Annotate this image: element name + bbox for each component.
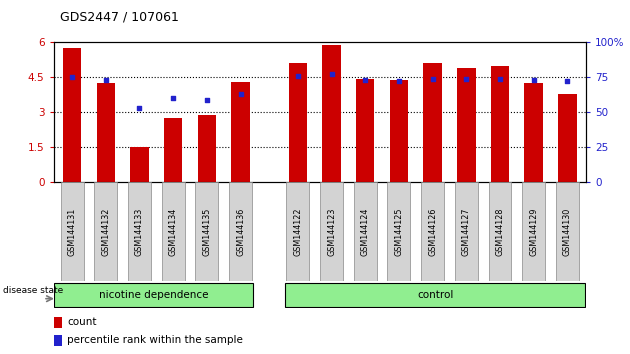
Point: [326, 71, 336, 77]
FancyBboxPatch shape: [354, 182, 377, 281]
Bar: [423, 63, 442, 182]
FancyBboxPatch shape: [387, 182, 410, 281]
Bar: [231, 82, 250, 182]
Bar: [54, 317, 62, 328]
Text: GSM144125: GSM144125: [394, 207, 403, 256]
Text: GSM144132: GSM144132: [101, 208, 110, 256]
Text: GSM144136: GSM144136: [236, 208, 245, 256]
Text: GSM144123: GSM144123: [327, 208, 336, 256]
Bar: [130, 147, 149, 182]
Bar: [356, 79, 374, 182]
Point: [360, 77, 370, 82]
Text: GSM144128: GSM144128: [495, 208, 505, 256]
FancyBboxPatch shape: [285, 283, 585, 307]
FancyBboxPatch shape: [94, 182, 117, 281]
Text: count: count: [67, 318, 97, 327]
Text: disease state: disease state: [3, 286, 63, 295]
FancyBboxPatch shape: [287, 182, 309, 281]
Text: GSM144134: GSM144134: [169, 208, 178, 256]
Bar: [491, 66, 509, 182]
FancyBboxPatch shape: [320, 182, 343, 281]
Bar: [389, 80, 408, 182]
Point: [461, 76, 471, 81]
Text: control: control: [417, 290, 454, 300]
Bar: [63, 48, 81, 182]
Point: [428, 76, 438, 81]
FancyBboxPatch shape: [522, 182, 545, 281]
FancyBboxPatch shape: [488, 182, 512, 281]
FancyBboxPatch shape: [455, 182, 478, 281]
FancyBboxPatch shape: [556, 182, 579, 281]
Text: nicotine dependence: nicotine dependence: [99, 290, 209, 300]
Point: [495, 76, 505, 81]
FancyBboxPatch shape: [54, 283, 253, 307]
FancyBboxPatch shape: [162, 182, 185, 281]
Point: [563, 78, 573, 84]
Text: GSM144126: GSM144126: [428, 208, 437, 256]
Bar: [323, 45, 341, 182]
Bar: [96, 83, 115, 182]
Point: [202, 97, 212, 102]
Bar: [558, 94, 576, 182]
Text: GSM144133: GSM144133: [135, 208, 144, 256]
Point: [67, 75, 77, 80]
Text: GSM144124: GSM144124: [361, 208, 370, 256]
Text: GDS2447 / 107061: GDS2447 / 107061: [60, 11, 179, 24]
Text: GSM144122: GSM144122: [294, 207, 302, 256]
FancyBboxPatch shape: [195, 182, 219, 281]
Point: [101, 77, 111, 82]
Point: [168, 96, 178, 101]
Text: GSM144130: GSM144130: [563, 208, 572, 256]
FancyBboxPatch shape: [60, 182, 84, 281]
Text: GSM144127: GSM144127: [462, 207, 471, 256]
Point: [134, 105, 144, 110]
Point: [394, 78, 404, 84]
FancyBboxPatch shape: [421, 182, 444, 281]
Text: GSM144135: GSM144135: [202, 208, 211, 256]
FancyBboxPatch shape: [128, 182, 151, 281]
Bar: [164, 118, 183, 182]
Bar: [457, 68, 476, 182]
Point: [529, 77, 539, 82]
Text: percentile rank within the sample: percentile rank within the sample: [67, 335, 243, 346]
Text: GSM144131: GSM144131: [67, 208, 77, 256]
Bar: [524, 83, 543, 182]
Point: [293, 73, 303, 79]
FancyBboxPatch shape: [229, 182, 252, 281]
Bar: [54, 335, 62, 346]
Bar: [198, 115, 216, 182]
Point: [236, 91, 246, 97]
Bar: [289, 63, 307, 182]
Text: GSM144129: GSM144129: [529, 207, 538, 256]
